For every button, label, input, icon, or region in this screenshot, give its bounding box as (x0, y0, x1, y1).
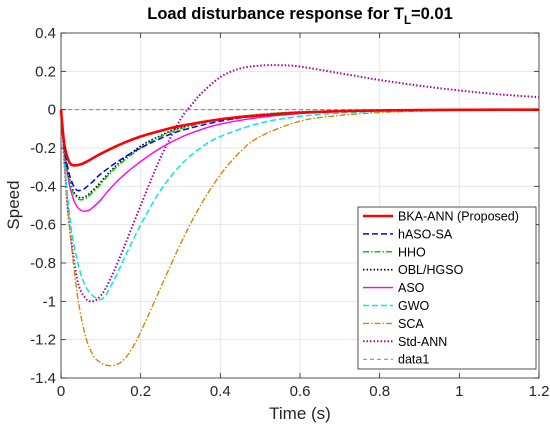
legend-label: GWO (398, 299, 430, 313)
y-axis-ticks: 0.4 0.2 0 -0.2 -0.4 -0.6 -0.8 -1 -1.2 -1.4 (30, 25, 539, 387)
chart-title-suffix: =0.01 (411, 5, 453, 23)
x-tick-label: 0 (57, 383, 65, 400)
legend-label: hASO-SA (398, 227, 453, 241)
legend-label: Std-ANN (398, 335, 447, 349)
x-tick-label: 0.6 (290, 383, 311, 400)
legend-label: OBL/HGSO (398, 263, 464, 277)
series-line-std-ann (60, 64, 540, 303)
chart-legend: BKA-ANN (Proposed) hASO-SA HHO OBL/HGSO ASO G… (357, 206, 537, 370)
chart-title: Load disturbance response for TL=0.01 (147, 5, 453, 27)
legend-label: BKA-ANN (Proposed) (398, 210, 519, 224)
y-tick-label: -0.6 (30, 217, 56, 234)
legend-item-std-ann: Std-ANN (363, 335, 447, 349)
legend-item-sca: SCA (363, 317, 424, 331)
legend-label: data1 (398, 353, 429, 367)
x-tick-label: 1.2 (529, 383, 550, 400)
x-axis-label: Time (s) (269, 404, 331, 423)
y-tick-label: -1 (43, 293, 56, 310)
y-tick-label: -0.2 (30, 140, 56, 157)
y-tick-label: 0.2 (35, 63, 56, 80)
y-tick-label: -1.2 (30, 332, 56, 349)
y-tick-label: -0.4 (30, 178, 56, 195)
legend-item-hho: HHO (363, 245, 426, 259)
legend-label: HHO (398, 245, 426, 259)
legend-label: ASO (398, 281, 425, 295)
legend-label: SCA (398, 317, 424, 331)
x-tick-label: 0.4 (210, 383, 231, 400)
legend-item-obl-hgso: OBL/HGSO (363, 263, 464, 277)
x-tick-label: 1 (455, 383, 463, 400)
y-tick-label: -0.8 (30, 255, 56, 272)
y-axis-label: Speed (4, 180, 23, 229)
chart-title-main: Load disturbance response for T (147, 5, 404, 23)
legend-item-data1: data1 (363, 353, 429, 367)
series-layer (59, 64, 540, 367)
legend-item-aso: ASO (363, 281, 425, 295)
chart-title-subscript: L (404, 15, 411, 27)
y-tick-label: -1.4 (30, 370, 56, 387)
x-tick-label: 0.2 (130, 383, 151, 400)
series-line-sca (60, 108, 540, 367)
y-tick-label: 0 (48, 102, 56, 119)
legend-item-gwo: GWO (363, 299, 430, 313)
y-tick-label: 0.4 (35, 25, 56, 42)
x-tick-label: 0.8 (369, 383, 390, 400)
x-axis-ticks: 0 0.2 0.4 0.6 0.8 1 1.2 (57, 33, 550, 400)
legend-items: BKA-ANN (Proposed) hASO-SA HHO OBL/HGSO ASO G… (363, 210, 519, 367)
series-line-bka-ann-proposed (59, 108, 540, 167)
legend-item-haso-sa: hASO-SA (363, 227, 453, 241)
legend-item-bka-ann-proposed: BKA-ANN (Proposed) (363, 210, 519, 224)
